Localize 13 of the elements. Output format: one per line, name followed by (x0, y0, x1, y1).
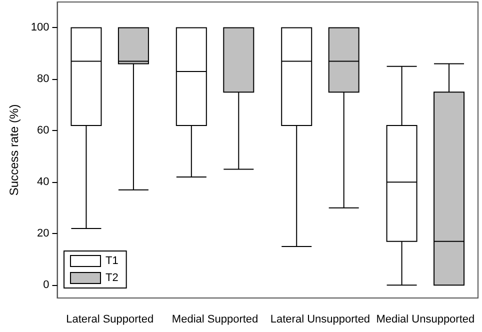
y-tick-label: 60 (37, 124, 50, 137)
x-tick-label: Medial Supported (172, 314, 258, 326)
y-axis-title: Success rate (%) (7, 104, 21, 196)
y-tick-label: 40 (37, 176, 50, 188)
legend-label: T2 (106, 272, 118, 284)
x-tick-label: Lateral Supported (66, 314, 154, 326)
y-tick-label: 20 (37, 228, 50, 240)
y-tick-label: 0 (43, 279, 50, 292)
legend-label: T1 (106, 255, 118, 267)
y-tick-label: 80 (37, 73, 50, 86)
x-tick-label: Lateral Unsupported (270, 314, 370, 326)
y-tick-label: 100 (30, 22, 50, 34)
x-tick-label: Medial Unsupported (376, 314, 475, 326)
